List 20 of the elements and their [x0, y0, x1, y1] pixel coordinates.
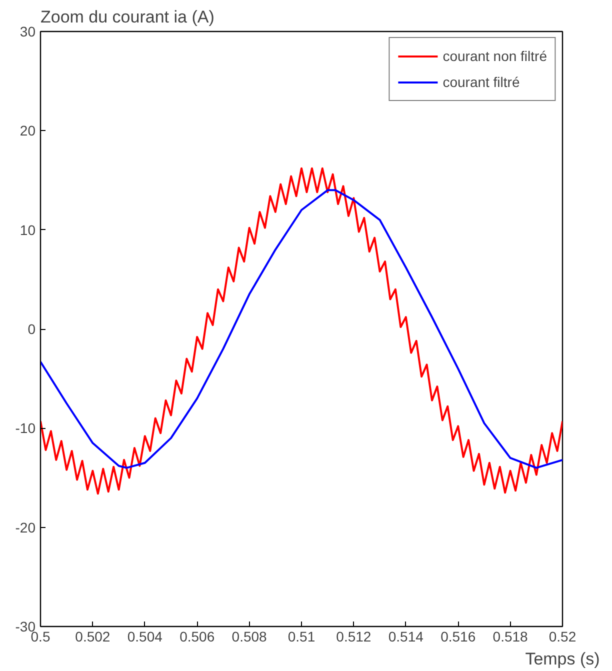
- x-tick-label: 0.51: [288, 628, 316, 644]
- y-tick-label: 10: [20, 222, 36, 238]
- y-tick-label: -10: [15, 420, 36, 436]
- y-tick-label: 30: [20, 24, 36, 40]
- y-tick-label: 0: [28, 321, 36, 337]
- x-tick-label: 0.516: [440, 628, 476, 644]
- chart-title: Zoom du courant ia (A): [40, 8, 214, 26]
- legend-label: courant non filtré: [442, 48, 547, 64]
- legend-label: courant filtré: [442, 74, 520, 90]
- x-tick-label: 0.502: [75, 628, 110, 644]
- y-tick-label: -20: [15, 519, 36, 536]
- x-tick-label: 0.506: [180, 628, 215, 644]
- x-axis-title: Temps (s): [525, 650, 600, 668]
- x-tick-label: 0.518: [492, 628, 528, 644]
- x-tick-label: 0.52: [548, 628, 576, 644]
- x-tick-label: 0.504: [127, 628, 163, 644]
- y-tick-label: 20: [20, 122, 36, 139]
- x-tick-label: 0.512: [336, 628, 372, 644]
- x-tick-label: 0.508: [232, 628, 268, 644]
- x-tick-label: 0.514: [388, 628, 424, 644]
